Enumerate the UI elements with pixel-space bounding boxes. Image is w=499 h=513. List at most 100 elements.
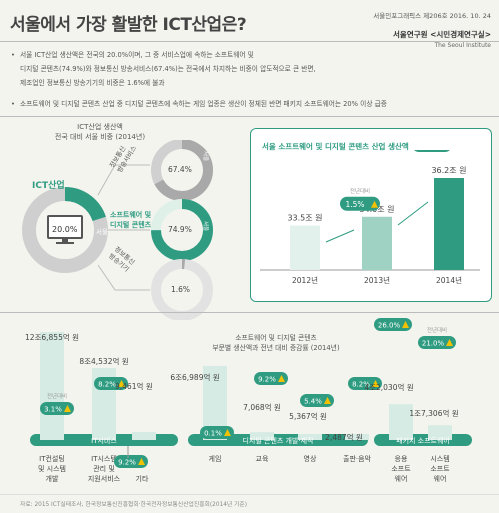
sector-growth-label: 3.1%: [44, 406, 62, 414]
sector-category-label: 지원서비스: [88, 474, 121, 483]
sector-growth-label: 21.0%: [422, 340, 445, 348]
growth-panel-title: 서울 소프트웨어 및 디지털 콘텐츠 산업 생산액: [262, 142, 409, 151]
sector-category-label: 출판·음악: [343, 454, 372, 463]
sector-category-label: IT컨설팅: [39, 454, 65, 463]
service-donut-arc: [154, 140, 213, 201]
sector-category-label: 및 시스템: [38, 465, 66, 473]
bullet-1-line-2: 디지털 콘텐츠(74.9%)와 정보통신 방송서비스(67.4%)는 전국에서 …: [20, 65, 316, 73]
bullet-dot: •: [11, 51, 15, 59]
up-triangle-icon: [372, 380, 379, 387]
software-label-line-1: 소프트웨어 및: [110, 211, 152, 219]
sector-bar: [298, 434, 322, 440]
share-panel-title: ICT산업 생산액 전국 대비 서울 비중 (2014년): [40, 122, 160, 142]
sector-growth-label: 9.2%: [258, 376, 276, 384]
growth-bar: [362, 216, 392, 270]
share-title-line-1: ICT산업 생산액: [77, 123, 123, 131]
growth-year-label: 2014년: [436, 275, 462, 285]
growth-pill-label: 1.5%: [345, 200, 364, 209]
up-triangle-icon: [278, 375, 285, 382]
sector-growth-label: 0.1%: [204, 430, 222, 438]
bullet-2: • 소프트웨어 및 디지털 콘텐츠 산업 중 디지털 콘텐츠에 속하는 게임 업종…: [11, 98, 387, 111]
publisher-name: 서울연구원 <시민경제연구실>: [393, 30, 491, 39]
sector-value-label: 12조6,855억 원: [25, 333, 79, 342]
ict-seoul-tag: 서울: [96, 228, 108, 236]
bottom-title-line-1: 소프트웨어 및 디지털 콘텐츠: [235, 334, 317, 342]
sector-value-label: 1조7,306억 원: [409, 409, 458, 418]
connector-line: [97, 264, 150, 291]
up-triangle-icon: [324, 397, 331, 404]
sector-bar: [389, 404, 413, 440]
software-label: 소프트웨어 및 디지털 콘텐츠: [110, 210, 151, 230]
growth-arrow: [325, 229, 355, 243]
bullet-dot: •: [11, 100, 15, 108]
group-label: 디지털 콘텐츠 개발·제작: [242, 436, 314, 445]
sector-growth-label: 8.2%: [98, 381, 116, 389]
service-value: 67.4%: [168, 165, 192, 174]
sector-category-label: 소프트: [391, 465, 411, 473]
publisher: 서울연구원 <시민경제연구실> The Seoul Institute: [393, 22, 491, 49]
sector-growth-label: 26.0%: [378, 322, 401, 330]
growth-pill: [340, 196, 380, 211]
sector-category-label: 기타: [136, 474, 149, 483]
up-triangle-icon: [64, 405, 71, 412]
sector-category-label: 소프트: [430, 465, 450, 473]
device-value: 1.6%: [171, 285, 191, 294]
bottom-title-line-2: 부문별 생산액과 전년 대비 증감률 (2014년): [212, 344, 340, 352]
page-title: 서울에서 가장 활발한 ICT산업은?: [10, 15, 247, 35]
sector-value-label: 8조4,532억 원: [79, 357, 128, 366]
growth-year-label: 2012년: [292, 275, 318, 285]
sector-category-label: 영상: [304, 454, 317, 463]
sector-value-label: 6조6,989억 원: [170, 373, 219, 382]
software-seoul-tag: 서울: [202, 220, 209, 232]
divider: [0, 41, 499, 42]
sector-category-label: 관리 및: [93, 464, 115, 473]
prev-year-hint: 전년대비: [427, 326, 447, 334]
group-label: IT서비스: [91, 436, 117, 445]
group-band: [188, 434, 368, 446]
sector-value-label: 5,367억 원: [289, 412, 327, 421]
sector-category-label: 교육: [256, 455, 269, 463]
sector-category-label: 웨어: [434, 474, 447, 483]
growth-value-label: 36.2조 원: [431, 166, 466, 175]
divider: [0, 116, 499, 117]
share-donut-chart: [22, 140, 213, 320]
sector-bar: [132, 431, 156, 440]
sector-category-label: 게임: [209, 454, 222, 463]
ict-label: ICT산업: [32, 181, 65, 191]
sector-category-label: 응용: [395, 455, 408, 463]
bullet-text: 서울 ICT산업 생산액은 전국의 20.0%이며, 그 중 서비스업에 속하는…: [20, 51, 254, 59]
up-triangle-icon: [446, 339, 453, 346]
software-donut-arc: [151, 199, 213, 261]
up-triangle-icon: [224, 429, 231, 436]
up-triangle-icon: [402, 321, 409, 328]
sector-growth-label: 5.4%: [304, 398, 322, 406]
growth-prev-label: 전년대비: [350, 187, 370, 195]
sector-value-label: 2,487억 원: [325, 433, 363, 442]
growth-year-label: 2013년: [364, 275, 390, 285]
software-label-line-2: 디지털 콘텐츠: [110, 221, 152, 229]
sector-category-label: 개발: [46, 474, 59, 483]
sector-category-label: IT시스템: [91, 455, 117, 463]
divider: [0, 312, 499, 313]
service-seoul-tag: 서울: [202, 150, 209, 162]
bullet-1-line-1: • 서울 ICT산업 생산액은 전국의 20.0%이며, 그 중 서비스업에 속하…: [11, 49, 254, 62]
up-triangle-icon: [371, 200, 378, 208]
growth-pill: [414, 150, 450, 152]
up-triangle-icon: [138, 458, 145, 465]
up-triangle-icon: [118, 380, 125, 387]
sector-bar: [250, 432, 274, 440]
growth-arrow: [397, 201, 429, 226]
software-value: 74.9%: [168, 225, 192, 234]
divider: [0, 494, 499, 495]
sector-bar: [428, 425, 452, 440]
ict-value: 20.0%: [50, 224, 80, 235]
sector-bar-chart: IT서비스 디지털 콘텐츠 개발·제작 패키지 소프트웨어 12조6,855억 원 3.…: [25, 318, 472, 483]
publisher-name-en: The Seoul Institute: [434, 42, 491, 49]
issue-info: 서울인포그래픽스 제206호 2016. 10. 24: [373, 12, 491, 20]
sector-category-label: 웨어: [395, 474, 408, 483]
sector-growth-label: 9.2%: [118, 459, 136, 467]
group-label: 패키지 소프트웨어: [396, 436, 450, 445]
sector-value-label: 9,461억 원: [115, 382, 153, 391]
sector-bar: [40, 332, 64, 440]
prev-year-hint: 전년대비: [47, 392, 67, 400]
